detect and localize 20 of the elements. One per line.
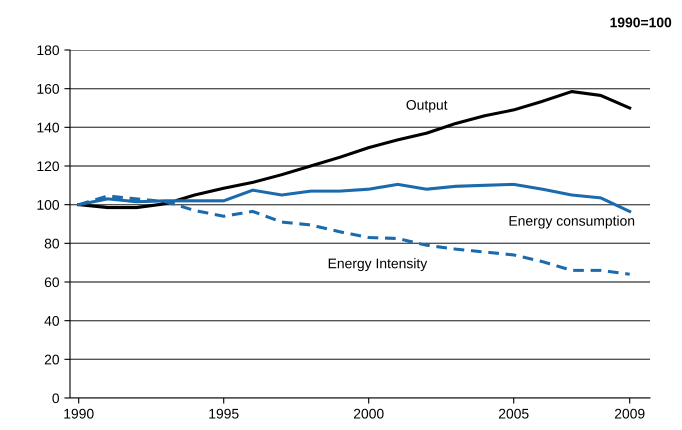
y-tick-label: 20 — [44, 354, 60, 365]
y-tick-label: 140 — [37, 122, 60, 133]
y-tick-label: 60 — [44, 277, 60, 288]
x-tick-label: 2005 — [498, 408, 529, 419]
text: 1990=100 — [610, 18, 672, 28]
x-tick-label: 1995 — [209, 408, 239, 419]
series-label: Output — [406, 100, 448, 113]
y-tick-label: 0 — [52, 393, 60, 404]
y-tick-label: 100 — [37, 200, 60, 210]
series-label: Energy Intensity — [328, 258, 428, 272]
series-label: Energy consumption — [510, 216, 634, 229]
y-tick-label: 120 — [37, 161, 60, 172]
y-tick-label: 180 — [37, 45, 60, 56]
y-tick-label: 160 — [37, 84, 60, 94]
y-tick-label: 80 — [44, 238, 60, 249]
x-tick-label: 1990 — [64, 408, 94, 419]
x-tick-label: 2000 — [354, 408, 384, 419]
y-tick-label: 40 — [44, 316, 60, 326]
line-series — [77, 90, 632, 210]
x-tick-label: 2009 — [614, 408, 644, 419]
